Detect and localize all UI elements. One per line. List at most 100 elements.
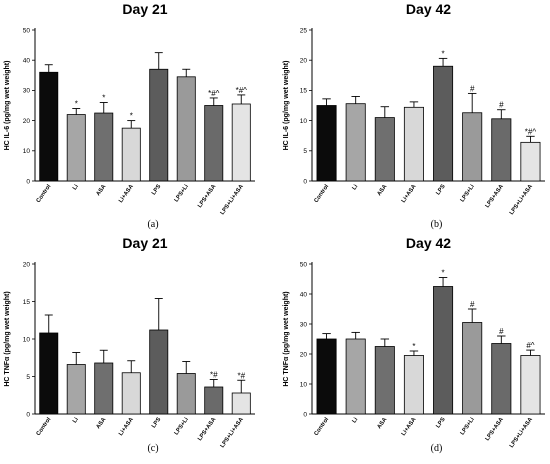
x-tick-label: LPS+ASA: [485, 183, 506, 209]
bar-lps-asa: [204, 105, 224, 182]
bar-lps-li: [176, 76, 196, 182]
y-tick-label: 10: [300, 381, 308, 388]
chart-title: Day 21: [122, 1, 167, 17]
chart-panel-4: Day 42 HC TNFα (pg/mg wet weight) 0 10 20 30 4…: [283, 235, 545, 454]
bar-lps-li: [176, 373, 196, 415]
y-tick-label: 30: [23, 88, 31, 95]
significance-label: *#^: [208, 89, 220, 98]
significance-label: *#^: [525, 127, 537, 136]
bar-lps-li-asa: [231, 103, 251, 182]
bar-lps-li: [462, 322, 483, 415]
x-tick-label: LPS: [151, 184, 162, 197]
x-tick-label: Control: [36, 183, 53, 204]
bar-control: [39, 71, 59, 182]
significance-label: *: [442, 49, 445, 58]
panel-label: (c): [147, 443, 158, 454]
x-tick-label: Control: [313, 183, 330, 204]
y-tick-label: 20: [23, 118, 31, 125]
y-tick-label: 15: [23, 299, 31, 306]
bar-lps: [149, 329, 169, 415]
bar-lps-li: [462, 112, 483, 182]
bar-li: [66, 364, 86, 415]
y-tick-label: 40: [300, 291, 308, 298]
chart-title: Day 42: [406, 235, 451, 251]
y-tick-label: 5: [26, 374, 30, 381]
bar-li-asa: [121, 372, 141, 415]
bar-li: [345, 103, 366, 182]
significance-label: *: [412, 342, 415, 351]
bar-lps-asa: [491, 343, 512, 415]
y-tick-label: 20: [23, 261, 31, 268]
significance-label: *#^: [236, 86, 248, 95]
x-tick-label: LPS+Li: [460, 183, 477, 203]
x-tick-label: Li+ASA: [118, 416, 135, 437]
chart-title: Day 21: [122, 235, 167, 251]
x-tick-label: Li: [351, 416, 359, 424]
y-tick-label: 10: [23, 336, 31, 343]
y-tick-label: 30: [300, 321, 308, 328]
panel-label: (b): [431, 219, 443, 230]
x-tick-label: LPS+Li+ASA: [220, 416, 246, 449]
bar-asa: [94, 362, 114, 415]
y-tick-label: 50: [300, 261, 308, 268]
bar-lps: [433, 65, 454, 182]
bar-lps: [149, 68, 169, 182]
y-tick-label: 0: [26, 178, 30, 185]
y-axis-label: HC TNFα (pg/mg wet weight): [4, 291, 11, 386]
y-tick-label: 10: [23, 148, 31, 155]
bar-lps-li-asa: [520, 141, 541, 182]
bar-control: [316, 338, 337, 415]
bar-control: [39, 332, 59, 415]
chart-panel-2: Day 42 HC IL-6 (pg/mg wet weight) 0 5 10 15 20…: [283, 1, 545, 230]
bar-li: [66, 114, 86, 182]
bar-li-asa: [403, 106, 424, 182]
x-tick-label: LPS+Li+ASA: [509, 183, 535, 216]
x-tick-label: Control: [313, 416, 330, 437]
x-tick-label: LPS+Li+ASA: [220, 183, 246, 216]
bar-lps-asa: [491, 118, 512, 182]
x-tick-label: LPS+ASA: [197, 416, 218, 442]
y-tick-label: 20: [300, 351, 308, 358]
x-tick-label: LPS+Li: [460, 416, 477, 436]
x-tick-label: ASA: [377, 183, 389, 197]
y-tick-label: 0: [303, 411, 307, 418]
significance-label: #: [470, 300, 475, 309]
y-tick-label: 50: [23, 27, 31, 34]
bar-control: [316, 105, 337, 182]
y-tick-label: 0: [303, 178, 307, 185]
x-tick-label: LPS+Li: [174, 416, 191, 436]
chart-title: Day 42: [406, 1, 451, 17]
x-tick-label: Li+ASA: [401, 183, 418, 204]
y-axis-label: HC IL-6 (pg/mg wet weight): [283, 61, 290, 151]
x-tick-label: LPS: [435, 184, 446, 197]
significance-label: #: [499, 101, 504, 110]
y-tick-label: 10: [300, 118, 308, 125]
x-tick-label: ASA: [95, 416, 107, 430]
x-tick-label: LPS: [151, 417, 162, 430]
significance-label: *#: [237, 371, 245, 380]
x-tick-label: Li: [72, 416, 80, 424]
y-axis-label: HC TNFα (pg/mg wet weight): [283, 291, 290, 386]
x-tick-label: ASA: [95, 183, 107, 197]
significance-label: #^: [526, 341, 534, 350]
x-tick-label: LPS+Li: [174, 183, 191, 203]
bar-li-asa: [121, 127, 141, 182]
bar-asa: [374, 117, 395, 182]
bar-li-asa: [403, 355, 424, 415]
chart-panel-3: Day 21 HC TNFα (pg/mg wet weight) 0 5 10 15 20…: [4, 235, 255, 454]
x-tick-label: Control: [36, 416, 53, 437]
panel-label: (a): [147, 219, 158, 230]
bar-lps: [433, 286, 454, 415]
y-tick-label: 5: [303, 148, 307, 155]
y-tick-label: 15: [300, 88, 308, 95]
chart-panel-1: Day 21 HC IL-6 (pg/mg wet weight) 0 10 20 30 4…: [4, 1, 255, 230]
y-tick-label: 25: [300, 27, 308, 34]
y-axis-label: HC IL-6 (pg/mg wet weight): [4, 61, 11, 151]
y-tick-label: 20: [300, 58, 308, 65]
x-tick-label: ASA: [377, 416, 389, 430]
x-tick-label: LPS: [435, 417, 446, 430]
bar-li: [345, 338, 366, 415]
significance-label: *: [102, 93, 105, 102]
significance-label: *#: [210, 371, 218, 380]
